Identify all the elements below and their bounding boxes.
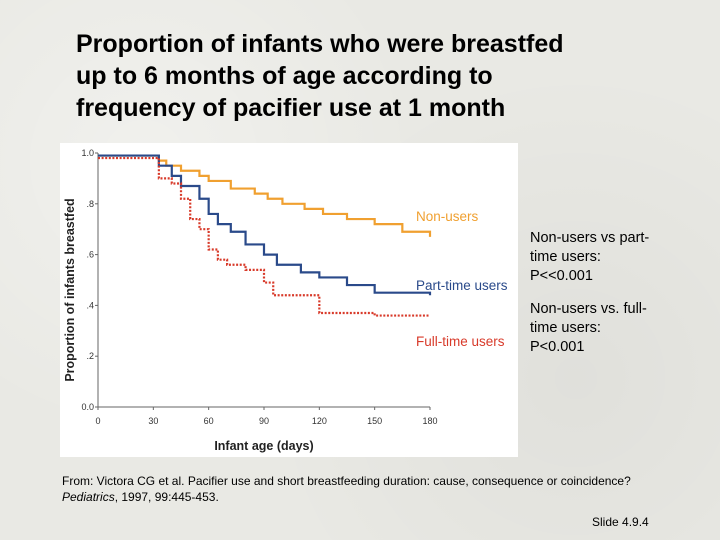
stat-line: P<0.001 bbox=[530, 339, 585, 355]
slide-title-line: frequency of pacifier use at 1 month bbox=[76, 94, 506, 122]
y-tick-label: .4 bbox=[86, 300, 94, 310]
slide-title-line: up to 6 months of age according to bbox=[76, 62, 493, 90]
chart-panel: 0.0 .2 .4 .6 .8 1.0 0 30 60 90 120 150 180 Infant age… bbox=[60, 143, 518, 457]
y-axis-label: Proportion of infants breastfed bbox=[63, 198, 77, 381]
stat-line: Non-users vs. full- bbox=[530, 301, 647, 317]
stat-nonusers-vs-fulltime: Non-users vs. full- time users: P<0.001 bbox=[530, 300, 680, 357]
source-citation: From: Victora CG et al. Pacifier use and… bbox=[62, 473, 662, 505]
x-tick-label: 60 bbox=[204, 416, 214, 426]
x-tick-label: 90 bbox=[259, 416, 269, 426]
x-tick-label: 150 bbox=[367, 416, 382, 426]
y-tick-label: 1.0 bbox=[81, 148, 94, 158]
x-tick-label: 30 bbox=[148, 416, 158, 426]
x-axis-label: Infant age (days) bbox=[214, 439, 313, 453]
x-tick-label: 0 bbox=[95, 416, 100, 426]
series-line-non-users bbox=[98, 154, 432, 237]
source-prefix: From: Victora CG et al. Pacifier use and… bbox=[62, 474, 631, 488]
y-tick-label: .6 bbox=[86, 250, 94, 260]
slide-title: Proportion of infants who were breastfed… bbox=[76, 28, 676, 124]
stat-line: time users: bbox=[530, 320, 601, 336]
series-label: Part-time users bbox=[416, 278, 508, 293]
source-journal: Pediatrics bbox=[62, 490, 115, 504]
slide-number: Slide 4.9.4 bbox=[592, 515, 649, 529]
stat-line: time users: bbox=[530, 249, 601, 265]
y-tick-label: .8 bbox=[86, 199, 94, 209]
y-tick-label: 0.0 bbox=[81, 402, 94, 412]
series-label: Full-time users bbox=[416, 334, 505, 349]
slide-title-line: Proportion of infants who were breastfed bbox=[76, 30, 564, 58]
stats-panel: Non-users vs part- time users: P<<0.001 … bbox=[530, 229, 680, 371]
series-line-part-time-users bbox=[98, 154, 432, 296]
stat-line: Non-users vs part- bbox=[530, 230, 650, 246]
stat-nonusers-vs-parttime: Non-users vs part- time users: P<<0.001 bbox=[530, 229, 680, 286]
y-tick-label: .2 bbox=[86, 351, 94, 361]
stat-line: P<<0.001 bbox=[530, 268, 593, 284]
breastfeeding-chart: 0.0 .2 .4 .6 .8 1.0 0 30 60 90 120 150 180 Infant age… bbox=[63, 148, 508, 453]
x-tick-label: 120 bbox=[312, 416, 327, 426]
series-line-full-time-users bbox=[98, 156, 430, 317]
source-suffix: , 1997, 99:445-453. bbox=[114, 490, 219, 504]
series-label: Non-users bbox=[416, 209, 479, 224]
x-tick-label: 180 bbox=[422, 416, 437, 426]
